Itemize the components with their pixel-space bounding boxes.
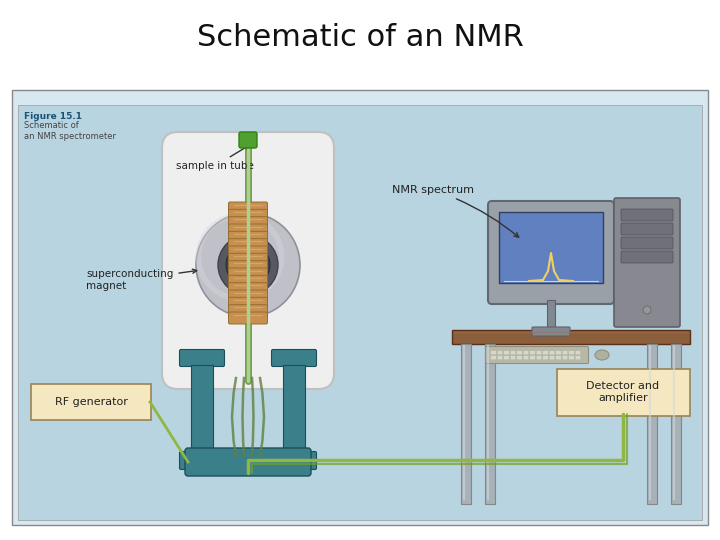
Text: Schematic of
an NMR spectrometer: Schematic of an NMR spectrometer (24, 121, 116, 141)
FancyBboxPatch shape (536, 350, 542, 355)
Circle shape (218, 235, 278, 295)
FancyBboxPatch shape (228, 202, 268, 214)
FancyBboxPatch shape (621, 251, 673, 263)
FancyBboxPatch shape (162, 132, 334, 389)
FancyBboxPatch shape (504, 350, 509, 355)
FancyBboxPatch shape (271, 349, 317, 367)
FancyBboxPatch shape (228, 261, 268, 273)
Text: Figure 15.1: Figure 15.1 (24, 112, 82, 121)
FancyBboxPatch shape (532, 327, 570, 336)
FancyBboxPatch shape (536, 356, 542, 360)
FancyBboxPatch shape (510, 356, 516, 360)
FancyBboxPatch shape (621, 223, 673, 235)
FancyBboxPatch shape (271, 451, 317, 469)
FancyBboxPatch shape (547, 300, 555, 330)
Text: sample in tube: sample in tube (176, 145, 254, 171)
FancyBboxPatch shape (569, 356, 575, 360)
FancyBboxPatch shape (556, 356, 562, 360)
FancyBboxPatch shape (510, 350, 516, 355)
FancyBboxPatch shape (488, 201, 614, 304)
FancyBboxPatch shape (569, 350, 575, 355)
FancyBboxPatch shape (228, 217, 268, 228)
FancyBboxPatch shape (556, 350, 562, 355)
FancyBboxPatch shape (461, 344, 471, 504)
FancyBboxPatch shape (543, 356, 549, 360)
FancyBboxPatch shape (239, 132, 257, 148)
FancyBboxPatch shape (228, 246, 268, 258)
FancyBboxPatch shape (557, 368, 690, 415)
FancyBboxPatch shape (228, 275, 268, 287)
Ellipse shape (595, 350, 609, 360)
FancyBboxPatch shape (228, 282, 268, 295)
Text: NMR spectrum: NMR spectrum (392, 185, 518, 237)
FancyBboxPatch shape (543, 350, 549, 355)
Text: Schematic of an NMR: Schematic of an NMR (197, 24, 523, 52)
FancyBboxPatch shape (228, 210, 268, 221)
FancyBboxPatch shape (185, 448, 311, 476)
FancyBboxPatch shape (549, 356, 555, 360)
FancyBboxPatch shape (530, 356, 535, 360)
FancyBboxPatch shape (517, 356, 522, 360)
FancyBboxPatch shape (228, 239, 268, 251)
FancyBboxPatch shape (228, 224, 268, 236)
Text: RF generator: RF generator (55, 397, 127, 407)
FancyBboxPatch shape (504, 356, 509, 360)
FancyBboxPatch shape (562, 356, 568, 360)
FancyBboxPatch shape (575, 350, 581, 355)
FancyBboxPatch shape (530, 350, 535, 355)
FancyBboxPatch shape (621, 209, 673, 221)
FancyBboxPatch shape (12, 90, 708, 525)
FancyBboxPatch shape (31, 384, 151, 420)
Circle shape (643, 306, 651, 314)
FancyBboxPatch shape (228, 253, 268, 265)
FancyBboxPatch shape (485, 347, 588, 363)
FancyBboxPatch shape (228, 305, 268, 316)
FancyBboxPatch shape (491, 350, 496, 355)
FancyBboxPatch shape (523, 356, 528, 360)
FancyBboxPatch shape (228, 268, 268, 280)
FancyBboxPatch shape (491, 356, 496, 360)
Circle shape (196, 213, 300, 317)
FancyBboxPatch shape (228, 298, 268, 309)
FancyBboxPatch shape (549, 350, 555, 355)
FancyBboxPatch shape (575, 356, 581, 360)
FancyBboxPatch shape (485, 344, 495, 504)
FancyBboxPatch shape (228, 290, 268, 302)
FancyBboxPatch shape (499, 212, 603, 283)
FancyBboxPatch shape (498, 356, 503, 360)
FancyBboxPatch shape (179, 451, 225, 469)
Circle shape (226, 243, 270, 287)
FancyBboxPatch shape (671, 344, 681, 504)
Text: Detector and
amplifier: Detector and amplifier (586, 381, 660, 403)
FancyBboxPatch shape (647, 344, 657, 504)
FancyBboxPatch shape (614, 198, 680, 327)
FancyBboxPatch shape (523, 350, 528, 355)
FancyBboxPatch shape (179, 349, 225, 367)
FancyBboxPatch shape (517, 350, 522, 355)
FancyBboxPatch shape (498, 350, 503, 355)
FancyBboxPatch shape (283, 365, 305, 455)
FancyBboxPatch shape (228, 312, 268, 324)
FancyBboxPatch shape (562, 350, 568, 355)
Text: superconducting
magnet: superconducting magnet (86, 269, 197, 291)
FancyBboxPatch shape (18, 105, 702, 520)
FancyBboxPatch shape (452, 330, 690, 344)
FancyBboxPatch shape (621, 237, 673, 249)
FancyBboxPatch shape (228, 231, 268, 244)
FancyBboxPatch shape (191, 365, 213, 455)
